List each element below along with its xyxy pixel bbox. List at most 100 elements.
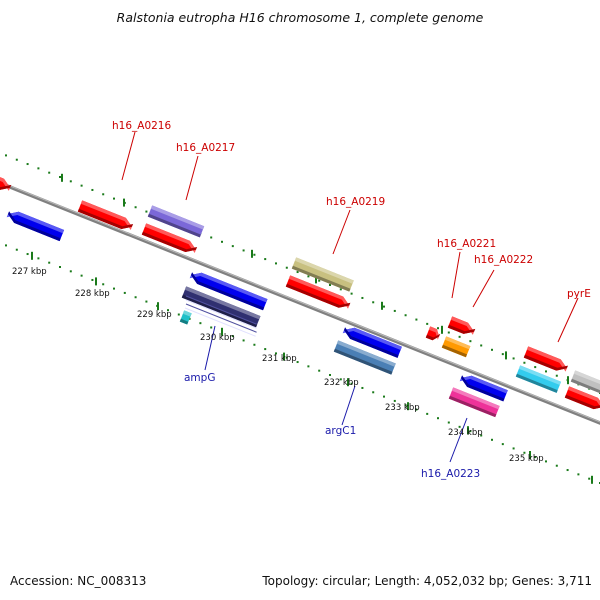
lower-tick-track-dot bbox=[480, 434, 483, 437]
gene-highlight bbox=[526, 346, 567, 372]
lower-tick-track-dot bbox=[329, 374, 331, 376]
upper-tick-track-dot bbox=[372, 301, 375, 304]
gene-feature[interactable] bbox=[285, 275, 351, 309]
upper-tick-track-dot bbox=[415, 318, 418, 321]
gene-highlight bbox=[428, 326, 440, 340]
lower-tick-track-dot bbox=[5, 244, 7, 247]
lower-tick-track-dot bbox=[437, 417, 439, 420]
upper-tick-track-dot bbox=[134, 206, 137, 209]
gene-feature[interactable] bbox=[147, 205, 205, 238]
label-leader-line bbox=[185, 155, 199, 201]
tick-layer bbox=[5, 154, 600, 484]
gene-label[interactable]: pyrE bbox=[567, 288, 591, 300]
lower-tick-track-dot bbox=[231, 335, 234, 338]
label-leader-line bbox=[451, 251, 461, 299]
gene-feature[interactable] bbox=[179, 310, 192, 325]
label-leader-line bbox=[204, 325, 216, 371]
upper-tick-track-dot bbox=[231, 245, 234, 248]
gene-shadow bbox=[344, 327, 399, 358]
gene-highlight bbox=[342, 327, 402, 350]
gene-stripe bbox=[184, 307, 256, 337]
gene-feature[interactable] bbox=[333, 340, 396, 375]
gene-feature[interactable] bbox=[564, 386, 600, 410]
gene-highlight bbox=[294, 257, 354, 284]
scale-label: 234 kbp bbox=[448, 428, 483, 438]
leader-layer bbox=[121, 131, 579, 463]
gene-shadow bbox=[285, 283, 351, 308]
lower-tick-track-dot bbox=[350, 382, 353, 385]
lower-tick-track-dot bbox=[275, 352, 277, 355]
gene-body bbox=[515, 365, 562, 393]
upper-tick-track-dot bbox=[210, 236, 213, 239]
gene-feature[interactable] bbox=[342, 327, 402, 358]
map-title: Ralstonia eutropha H16 chromosome 1, com… bbox=[116, 10, 484, 25]
upper-tick-track-dot bbox=[329, 284, 331, 286]
gene-label[interactable]: h16_A0222 bbox=[474, 254, 533, 266]
upper-tick-track-dot bbox=[426, 322, 429, 325]
gene-label[interactable]: argC1 bbox=[325, 425, 356, 437]
lower-tick-track-dot bbox=[318, 369, 321, 372]
gene-shadow bbox=[77, 208, 134, 229]
gene-shadow bbox=[523, 354, 568, 371]
upper-tick-track-dot bbox=[26, 163, 29, 166]
label-leader-line bbox=[557, 297, 579, 343]
upper-tick-track-dot bbox=[469, 340, 472, 343]
gene-shadow bbox=[515, 373, 558, 393]
backbone-layer bbox=[0, 181, 600, 425]
lower-tick-track-dot bbox=[37, 257, 40, 260]
upper-tick-track-dot bbox=[545, 370, 547, 373]
gene-highlight bbox=[189, 272, 268, 303]
gene-label[interactable]: h16_A0216 bbox=[112, 120, 171, 132]
upper-tick-track-dot bbox=[285, 266, 288, 269]
lower-tick-track-dot bbox=[458, 425, 461, 428]
gene-stripe bbox=[185, 299, 257, 329]
gene-feature[interactable] bbox=[189, 272, 268, 311]
upper-tick-track-dot bbox=[437, 327, 439, 330]
upper-tick-track-dot bbox=[318, 279, 321, 282]
gene-shadow bbox=[0, 184, 12, 190]
scale-label: 235 kbp bbox=[509, 454, 544, 464]
gene-feature[interactable] bbox=[77, 200, 134, 230]
upper-tick-track-dot bbox=[383, 305, 385, 308]
gene-label[interactable]: ampG bbox=[184, 372, 215, 384]
gene-feature[interactable] bbox=[459, 375, 508, 402]
gene-label[interactable]: h16_A0217 bbox=[176, 142, 235, 154]
lower-tick-track-dot bbox=[210, 326, 213, 329]
lower-tick-track-dot bbox=[59, 266, 61, 268]
upper-tick-track-dot bbox=[69, 180, 72, 183]
gene-label[interactable]: h16_A0221 bbox=[437, 238, 496, 250]
gene-highlight bbox=[6, 211, 65, 234]
upper-tick-track-dot bbox=[80, 184, 83, 187]
gene-feature[interactable] bbox=[515, 365, 562, 393]
upper-tick-track-dot bbox=[458, 335, 461, 338]
gene-label[interactable]: h16_A0219 bbox=[326, 196, 385, 208]
gene-feature[interactable] bbox=[447, 316, 476, 335]
chromosome-backbone-highlight bbox=[0, 181, 600, 423]
gene-feature[interactable] bbox=[6, 211, 65, 242]
gene-feature[interactable] bbox=[448, 387, 500, 418]
gene-stripe bbox=[185, 303, 257, 333]
gene-feature[interactable] bbox=[181, 286, 261, 328]
gene-feature[interactable] bbox=[570, 370, 600, 395]
gene-label[interactable]: h16_A0223 bbox=[421, 468, 480, 480]
gene-feature[interactable] bbox=[141, 223, 198, 253]
gene-stripe bbox=[185, 295, 257, 325]
gene-body bbox=[448, 387, 500, 418]
gene-highlight bbox=[182, 310, 192, 317]
gene-feature[interactable] bbox=[291, 257, 354, 292]
gene-body bbox=[461, 375, 508, 402]
gene-highlight bbox=[444, 336, 471, 350]
lower-tick-track-dot bbox=[113, 287, 115, 290]
upper-tick-track-dot bbox=[350, 292, 353, 295]
upper-tick-track-dot bbox=[242, 249, 245, 252]
gene-feature[interactable] bbox=[441, 336, 471, 358]
gene-feature[interactable] bbox=[425, 326, 441, 341]
gene-shadow bbox=[447, 324, 476, 334]
lower-tick-track-dot bbox=[545, 460, 547, 463]
gene-highlight bbox=[288, 275, 350, 309]
gene-feature[interactable] bbox=[523, 346, 568, 372]
lower-tick-track-dot bbox=[383, 395, 385, 398]
gene-highlight bbox=[144, 223, 196, 253]
upper-tick-track-dot bbox=[555, 374, 558, 377]
gene-feature[interactable] bbox=[0, 172, 12, 191]
